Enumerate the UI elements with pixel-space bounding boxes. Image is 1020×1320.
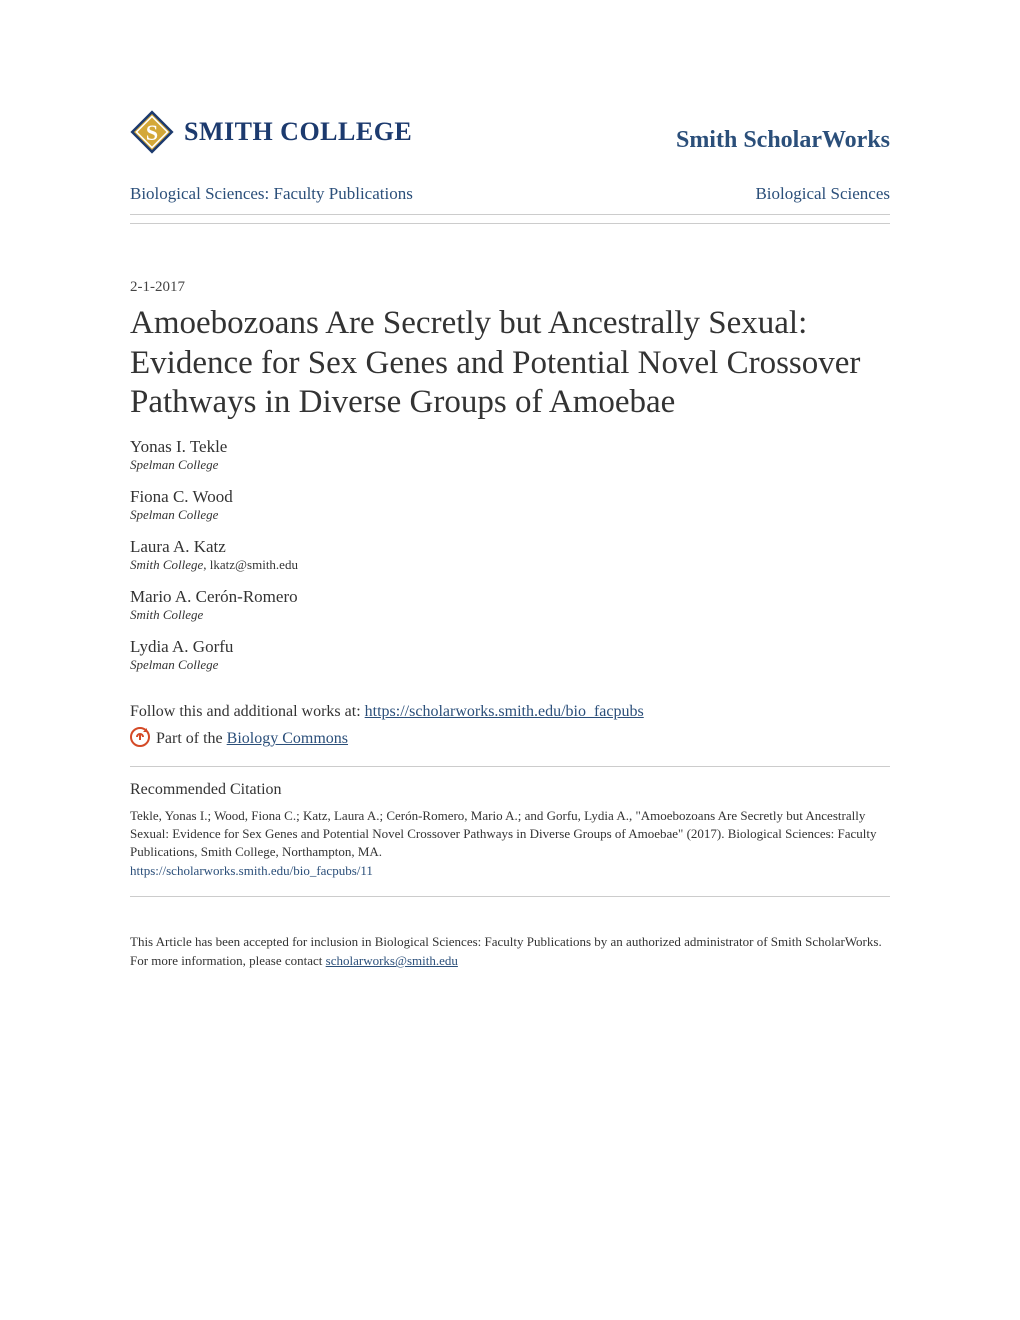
nav-collection-link[interactable]: Biological Sciences: Faculty Publication…	[130, 184, 413, 204]
page-title: Amoebozoans Are Secretly but Ancestrally…	[130, 304, 890, 423]
svg-text:S: S	[146, 120, 158, 145]
author-affiliation: Spelman College	[130, 657, 890, 673]
institution-name: SMITH COLLEGE	[184, 117, 412, 147]
author-block: Yonas I. Tekle Spelman College	[130, 437, 890, 473]
author-name: Laura A. Katz	[130, 537, 890, 557]
breadcrumb: Biological Sciences: Faculty Publication…	[130, 184, 890, 215]
follow-line: Follow this and additional works at: htt…	[130, 703, 890, 721]
footer-text: This Article has been accepted for inclu…	[130, 933, 890, 971]
citation-link[interactable]: https://scholarworks.smith.edu/bio_facpu…	[130, 863, 373, 879]
partof-prefix: Part of the	[156, 730, 227, 747]
author-name: Fiona C. Wood	[130, 487, 890, 507]
authors-list: Yonas I. Tekle Spelman College Fiona C. …	[130, 437, 890, 673]
share-icon	[130, 727, 150, 752]
citation-heading: Recommended Citation	[130, 781, 890, 799]
author-name: Yonas I. Tekle	[130, 437, 890, 457]
nav-department-link[interactable]: Biological Sciences	[755, 184, 890, 204]
follow-link[interactable]: https://scholarworks.smith.edu/bio_facpu…	[365, 703, 644, 720]
publication-date: 2-1-2017	[130, 279, 890, 296]
shield-icon: S	[130, 110, 174, 154]
author-affiliation: Smith College, lkatz@smith.edu	[130, 557, 890, 573]
author-block: Lydia A. Gorfu Spelman College	[130, 637, 890, 673]
author-affiliation: Smith College	[130, 607, 890, 623]
part-of-line: Part of the Biology Commons	[130, 727, 890, 752]
author-block: Mario A. Cerón-Romero Smith College	[130, 587, 890, 623]
citation-text: Tekle, Yonas I.; Wood, Fiona C.; Katz, L…	[130, 807, 890, 862]
follow-prefix: Follow this and additional works at:	[130, 703, 365, 720]
author-block: Fiona C. Wood Spelman College	[130, 487, 890, 523]
author-name: Mario A. Cerón-Romero	[130, 587, 890, 607]
citation-block: Recommended Citation Tekle, Yonas I.; Wo…	[130, 766, 890, 898]
footer-contact-link[interactable]: scholarworks@smith.edu	[326, 953, 458, 968]
author-block: Laura A. Katz Smith College, lkatz@smith…	[130, 537, 890, 573]
partof-link[interactable]: Biology Commons	[227, 730, 348, 747]
author-affiliation: Spelman College	[130, 457, 890, 473]
header: S SMITH COLLEGE Smith ScholarWorks	[130, 110, 890, 154]
author-name: Lydia A. Gorfu	[130, 637, 890, 657]
author-affiliation: Spelman College	[130, 507, 890, 523]
footer-body: This Article has been accepted for inclu…	[130, 934, 882, 968]
divider	[130, 223, 890, 224]
brand-title[interactable]: Smith ScholarWorks	[676, 127, 890, 154]
institution-logo[interactable]: S SMITH COLLEGE	[130, 110, 412, 154]
